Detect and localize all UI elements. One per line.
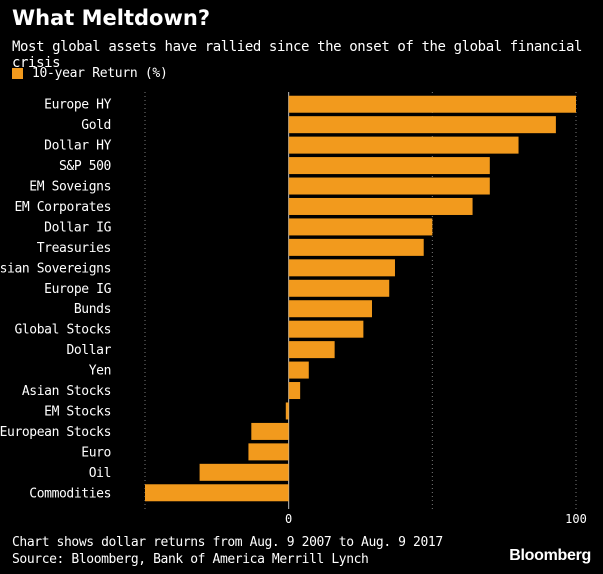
bar	[288, 197, 473, 215]
category-label: Asian Stocks	[22, 384, 111, 399]
footnote: Chart shows dollar returns from Aug. 9 2…	[12, 534, 443, 568]
bloomberg-logo: Bloomberg	[509, 547, 591, 564]
category-label: Commodities	[29, 486, 111, 501]
category-label: Europe IG	[44, 282, 111, 297]
footnote-note: Chart shows dollar returns from Aug. 9 2…	[12, 535, 443, 550]
category-label: Yen	[89, 364, 111, 379]
footnote-source: Source: Bloomberg, Bank of America Merri…	[12, 552, 369, 567]
category-label: European Stocks	[0, 425, 111, 440]
legend-swatch	[12, 68, 23, 79]
legend-label: 10-year Return (%)	[32, 66, 168, 81]
bar	[251, 422, 289, 440]
bar	[288, 116, 556, 134]
bar	[288, 259, 395, 277]
bar	[288, 95, 576, 113]
bar	[145, 484, 289, 502]
x-tick-label: 0	[285, 512, 292, 526]
category-label: EM Corporates	[14, 200, 111, 215]
category-label: Dollar IG	[44, 220, 111, 235]
x-tick-label: 100	[565, 512, 587, 526]
bar	[199, 463, 289, 481]
legend: 10-year Return (%)	[12, 66, 168, 81]
bar	[288, 341, 335, 359]
category-label: EM Soveigns	[29, 180, 111, 195]
category-label: Bunds	[74, 302, 111, 317]
bar	[288, 300, 372, 318]
category-label: Oil	[89, 466, 111, 481]
category-label: Treasuries	[37, 241, 111, 256]
bar	[288, 320, 364, 338]
bar	[248, 443, 289, 461]
category-label: Global Stocks	[14, 323, 111, 338]
category-label: S&P 500	[59, 159, 111, 174]
bar	[288, 238, 424, 256]
bar	[288, 177, 490, 195]
category-label: Gold	[81, 118, 111, 133]
chart-title: What Meltdown?	[12, 6, 211, 30]
category-label: EM Stocks	[44, 404, 111, 419]
bar	[288, 382, 301, 400]
bar	[288, 157, 490, 175]
chart-subtitle: Most global assets have rallied since th…	[12, 39, 583, 71]
category-label: Europe HY	[44, 98, 111, 113]
bar	[288, 361, 309, 379]
bar	[288, 136, 519, 154]
category-label: Euro	[81, 445, 111, 460]
bar	[288, 279, 390, 297]
bar	[285, 402, 289, 420]
bar	[288, 218, 433, 236]
category-label: Asian Sovereigns	[0, 261, 111, 276]
category-label: Dollar HY	[44, 139, 111, 154]
category-label: Dollar	[66, 343, 111, 358]
